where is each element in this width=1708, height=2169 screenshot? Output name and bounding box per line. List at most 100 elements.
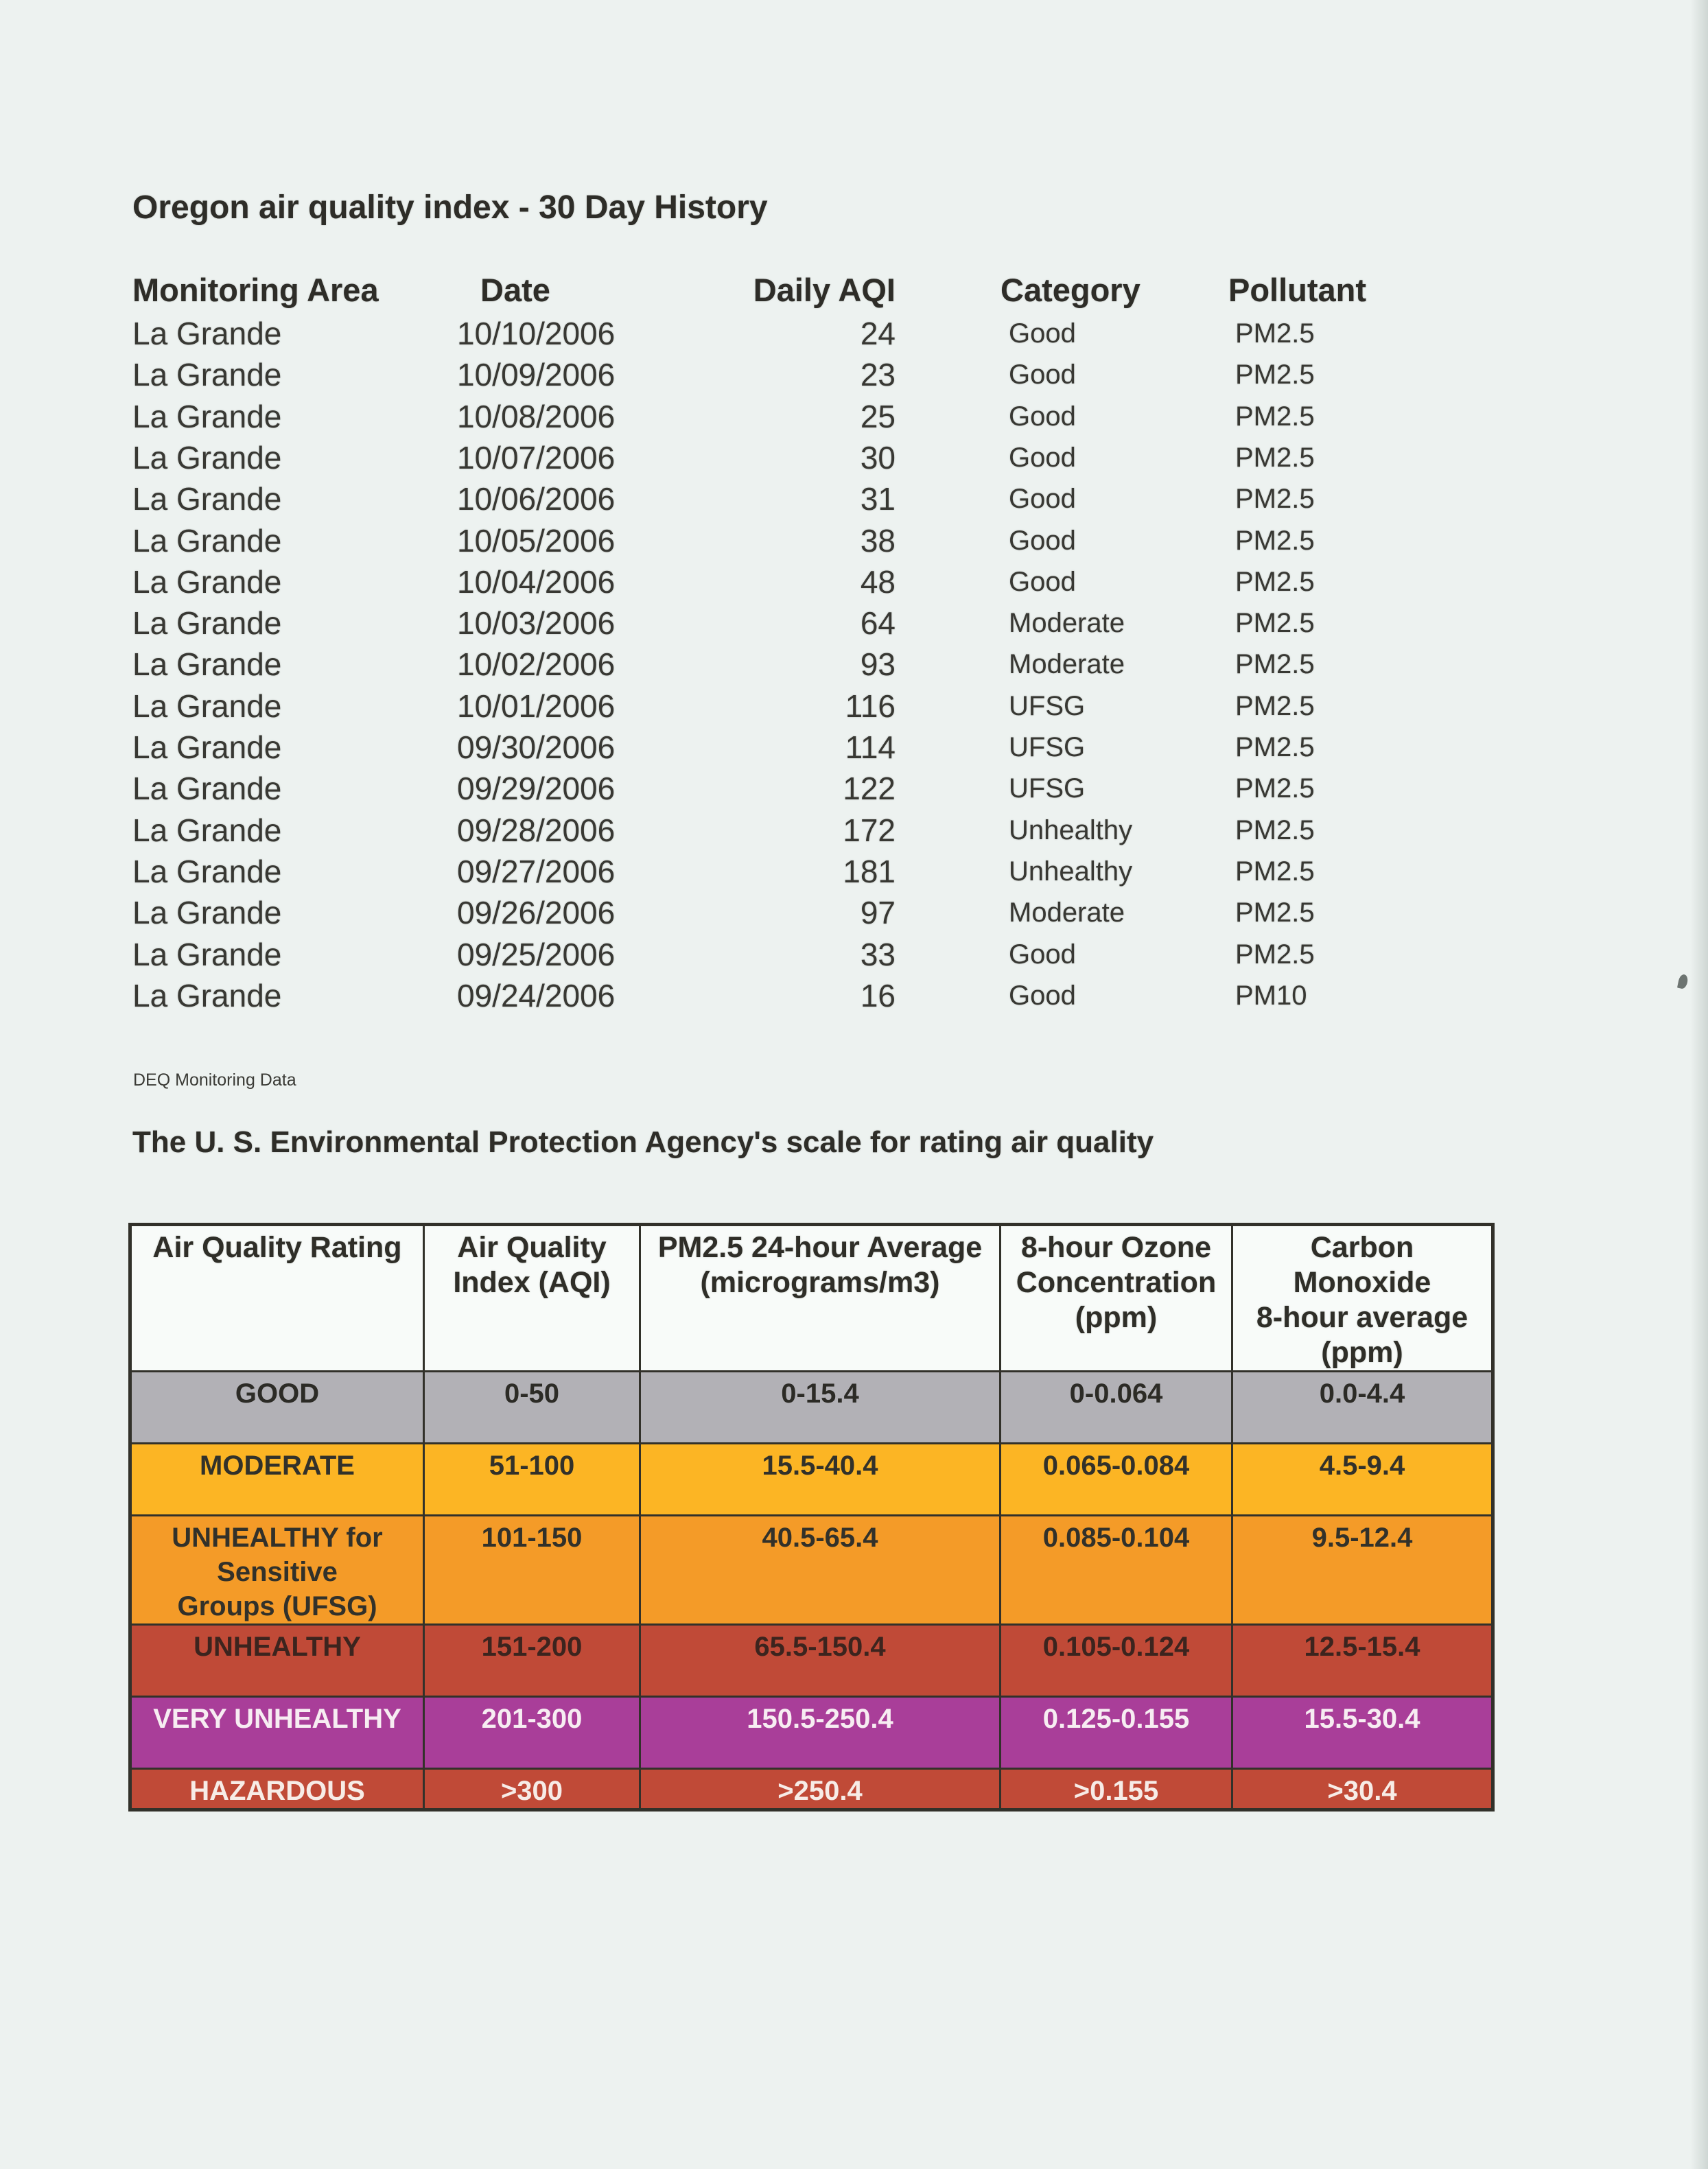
table-cell: Good bbox=[1009, 939, 1076, 970]
table-cell: 09/27/2006 bbox=[457, 854, 616, 889]
history-table-header: Monitoring Area Date Daily AQI Category Poll… bbox=[132, 269, 1574, 312]
epa-header-cell: Air Quality Rating bbox=[129, 1223, 425, 1372]
epa-cell: 150.5-250.4 bbox=[639, 1696, 1001, 1770]
table-cell: UFSG bbox=[1009, 732, 1086, 762]
epa-cell: VERY UNHEALTHY bbox=[129, 1696, 425, 1770]
table-cell: PM2.5 bbox=[1235, 608, 1315, 638]
table-cell: Good bbox=[1009, 318, 1076, 349]
table-cell: Moderate bbox=[1009, 608, 1125, 638]
table-cell: PM2.5 bbox=[1235, 732, 1315, 762]
table-cell: Unhealthy bbox=[1009, 815, 1133, 845]
table-cell: Moderate bbox=[1009, 649, 1125, 679]
scan-speck-mark bbox=[1676, 973, 1689, 990]
table-cell: La Grande bbox=[132, 523, 282, 559]
epa-header-cell: Carbon Monoxide 8-hour average (ppm) bbox=[1231, 1223, 1494, 1372]
table-cell: 30 bbox=[860, 440, 896, 476]
table-cell: 10/01/2006 bbox=[457, 688, 616, 724]
epa-cell: 0-50 bbox=[423, 1370, 641, 1444]
table-row: La Grande 10/05/2006 38 Good PM2.5 bbox=[132, 520, 1574, 562]
table-row: La Grande 09/25/2006 33 Good PM2.5 bbox=[132, 934, 1574, 976]
table-cell: 38 bbox=[860, 523, 896, 559]
table-cell: La Grande bbox=[132, 316, 282, 351]
table-cell: La Grande bbox=[132, 605, 282, 641]
epa-cell: >0.155 bbox=[999, 1768, 1233, 1811]
table-cell: PM2.5 bbox=[1235, 567, 1315, 597]
epa-cell: 201-300 bbox=[423, 1696, 641, 1770]
table-cell: Good bbox=[1009, 484, 1076, 514]
table-cell: La Grande bbox=[132, 771, 282, 806]
table-row: La Grande 10/03/2006 64 Moderate PM2.5 bbox=[132, 602, 1574, 644]
table-cell: PM2.5 bbox=[1235, 815, 1315, 845]
table-cell: PM2.5 bbox=[1235, 898, 1315, 928]
table-row: La Grande 09/26/2006 97 Moderate PM2.5 bbox=[132, 892, 1574, 934]
table-cell: La Grande bbox=[132, 729, 282, 765]
table-row: La Grande 09/28/2006 172 Unhealthy PM2.5 bbox=[132, 810, 1574, 852]
table-cell: 181 bbox=[843, 854, 896, 889]
table-cell: Good bbox=[1009, 567, 1076, 597]
footnote: DEQ Monitoring Data bbox=[133, 1070, 296, 1090]
table-cell: 31 bbox=[860, 481, 896, 517]
epa-cell: GOOD bbox=[129, 1370, 425, 1444]
table-cell: Unhealthy bbox=[1009, 856, 1133, 887]
table-cell: PM2.5 bbox=[1235, 401, 1315, 432]
epa-header-cell: Air Quality Index (AQI) bbox=[423, 1223, 641, 1372]
table-cell: 25 bbox=[860, 399, 896, 434]
table-cell: Good bbox=[1009, 443, 1076, 473]
page-title: Oregon air quality index - 30 Day Histor… bbox=[132, 189, 768, 226]
table-cell: 10/03/2006 bbox=[457, 605, 616, 641]
epa-header-cell: PM2.5 24-hour Average (micrograms/m3) bbox=[639, 1223, 1001, 1372]
table-cell: La Grande bbox=[132, 481, 282, 517]
table-cell: Moderate bbox=[1009, 898, 1125, 928]
table-cell: 33 bbox=[860, 937, 896, 972]
table-cell: 64 bbox=[860, 605, 896, 641]
table-cell: La Grande bbox=[132, 688, 282, 724]
table-row: La Grande 10/09/2006 23 Good PM2.5 bbox=[132, 354, 1574, 396]
table-cell: 122 bbox=[843, 771, 896, 806]
table-cell: PM2.5 bbox=[1235, 526, 1315, 556]
table-cell: PM2.5 bbox=[1235, 773, 1315, 804]
table-cell: La Grande bbox=[132, 357, 282, 392]
table-cell: 10/10/2006 bbox=[457, 316, 616, 351]
table-cell: 93 bbox=[860, 646, 896, 682]
table-cell: 09/29/2006 bbox=[457, 771, 616, 806]
epa-row-hazardous: HAZARDOUS >300 >250.4 >0.155 >30.4 bbox=[129, 1768, 1494, 1811]
epa-header-cell: 8-hour Ozone Concentration (ppm) bbox=[999, 1223, 1233, 1372]
section-title: The U. S. Environmental Protection Agenc… bbox=[132, 1125, 1154, 1159]
table-cell: 10/09/2006 bbox=[457, 357, 616, 392]
table-row: La Grande 10/10/2006 24 Good PM2.5 bbox=[132, 313, 1574, 355]
epa-cell: 0-0.064 bbox=[999, 1370, 1233, 1444]
scan-edge-shade bbox=[1690, 0, 1708, 2169]
table-row: La Grande 10/08/2006 25 Good PM2.5 bbox=[132, 396, 1574, 438]
table-cell: 09/26/2006 bbox=[457, 895, 616, 930]
table-cell: PM2.5 bbox=[1235, 649, 1315, 679]
epa-cell: >300 bbox=[423, 1768, 641, 1811]
table-cell: La Grande bbox=[132, 978, 282, 1013]
epa-cell: 15.5-40.4 bbox=[639, 1442, 1001, 1516]
epa-cell: >30.4 bbox=[1231, 1768, 1494, 1811]
epa-row-good: GOOD 0-50 0-15.4 0-0.064 0.0-4.4 bbox=[129, 1370, 1494, 1444]
table-cell: La Grande bbox=[132, 854, 282, 889]
column-header-category: Category bbox=[1001, 272, 1140, 308]
epa-cell: 0.125-0.155 bbox=[999, 1696, 1233, 1770]
table-cell: UFSG bbox=[1009, 773, 1086, 804]
table-cell: 48 bbox=[860, 564, 896, 600]
table-row: La Grande 10/01/2006 116 UFSG PM2.5 bbox=[132, 685, 1574, 727]
epa-row-moderate: MODERATE 51-100 15.5-40.4 0.065-0.084 4.5-9.… bbox=[129, 1442, 1494, 1516]
epa-cell: 65.5-150.4 bbox=[639, 1623, 1001, 1698]
table-cell: 10/04/2006 bbox=[457, 564, 616, 600]
epa-cell: 0.065-0.084 bbox=[999, 1442, 1233, 1516]
table-cell: La Grande bbox=[132, 564, 282, 600]
table-cell: PM2.5 bbox=[1235, 856, 1315, 887]
table-cell: Good bbox=[1009, 981, 1076, 1011]
table-cell: 09/30/2006 bbox=[457, 729, 616, 765]
table-cell: Good bbox=[1009, 526, 1076, 556]
table-cell: 114 bbox=[845, 729, 896, 765]
epa-row-very: VERY UNHEALTHY 201-300 150.5-250.4 0.125-0.… bbox=[129, 1696, 1494, 1770]
epa-cell: >250.4 bbox=[639, 1768, 1001, 1811]
table-cell: 10/05/2006 bbox=[457, 523, 616, 559]
table-cell: UFSG bbox=[1009, 691, 1086, 721]
table-cell: 10/06/2006 bbox=[457, 481, 616, 517]
table-cell: La Grande bbox=[132, 440, 282, 476]
table-cell: PM2.5 bbox=[1235, 939, 1315, 970]
